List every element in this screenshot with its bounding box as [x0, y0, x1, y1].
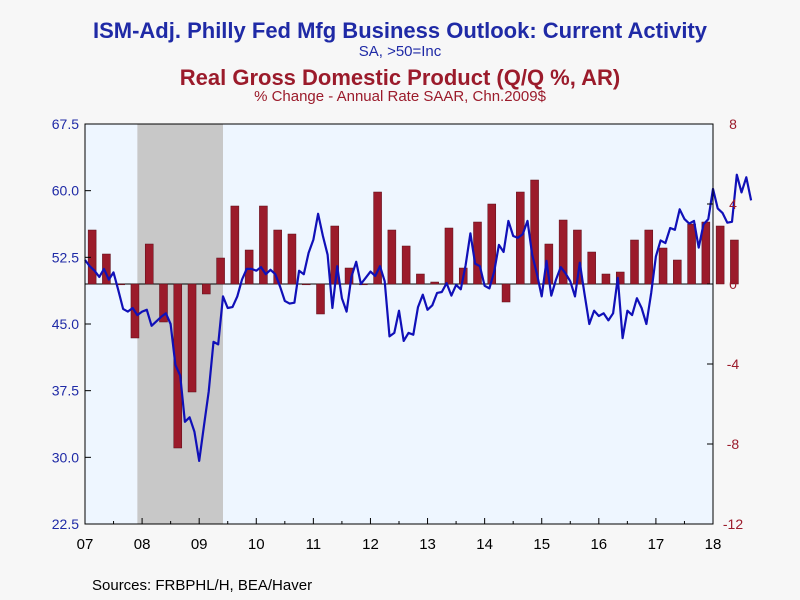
gdp-bar [230, 205, 240, 285]
gdp-bar [373, 191, 382, 285]
left-axis-tick-label: 37.5 [52, 383, 79, 399]
x-axis-tick-label: 10 [248, 536, 265, 553]
gdp-bar [473, 221, 482, 285]
left-axis-tick-label: 67.5 [52, 116, 79, 132]
gdp-bar [202, 283, 211, 295]
gdp-bar [401, 245, 411, 285]
gdp-bar [587, 251, 596, 285]
left-axis-tick-label: 52.5 [52, 249, 79, 265]
right-axis-tick-label: -8 [727, 436, 740, 452]
gdp-bar [530, 179, 539, 285]
left-axis-tick-label: 60.0 [52, 183, 79, 199]
right-axis-tick-label: -4 [727, 356, 740, 372]
gdp-bar [173, 283, 183, 449]
gdp-bar [216, 257, 225, 285]
x-axis-tick-label: 11 [306, 536, 322, 553]
left-axis-tick-label: 30.0 [52, 449, 79, 465]
gdp-bar [301, 283, 311, 286]
x-axis-tick-label: 16 [590, 536, 607, 553]
right-axis-tick-label: 0 [729, 276, 737, 292]
gdp-bar [287, 233, 297, 285]
right-axis-tick-label: 8 [729, 116, 737, 132]
gdp-bar [359, 283, 368, 286]
x-axis-tick-label: 07 [77, 536, 94, 553]
gdp-bar [159, 283, 168, 323]
philly-fed-line [84, 173, 753, 462]
gdp-bar [658, 247, 668, 285]
gdp-bar [144, 243, 154, 285]
gdp-bar [558, 219, 568, 285]
gdp-bar [416, 273, 425, 285]
gdp-bar [430, 281, 439, 285]
x-axis-tick-label: 14 [476, 536, 493, 553]
gdp-bar [615, 271, 625, 285]
gdp-bar [501, 283, 511, 303]
right-axis-tick-label: -12 [723, 516, 743, 532]
x-axis-tick-label: 12 [362, 536, 379, 553]
x-axis-tick-label: 18 [705, 536, 722, 553]
gdp-bar [673, 259, 682, 285]
gdp-bar [630, 239, 639, 285]
x-axis-tick-label: 17 [648, 536, 665, 553]
x-axis-tick-label: 13 [419, 536, 436, 553]
left-axis-tick-label: 22.5 [52, 516, 79, 532]
gdp-bar [644, 229, 654, 285]
gdp-bar [687, 223, 696, 285]
left-axis-tick-label: 45.0 [52, 316, 79, 332]
gdp-bar [601, 273, 611, 285]
gdp-bar [316, 283, 325, 315]
gdp-bar [730, 239, 739, 285]
x-axis-tick-label: 08 [134, 536, 151, 553]
x-axis-tick-label: 09 [191, 536, 208, 553]
gdp-bar [244, 249, 254, 285]
gdp-bar [344, 267, 354, 285]
right-axis: -12 -8 -4 0 4 8 [707, 116, 743, 532]
gdp-bar [444, 227, 454, 285]
gdp-bar [102, 253, 111, 285]
x-axis-tick-label: 15 [533, 536, 550, 553]
source-note: Sources: FRBPHL/H, BEA/Haver [92, 577, 313, 594]
chart-subtitle-secondary: % Change - Annual Rate SAAR, Chn.2009$ [254, 88, 546, 105]
chart-title: ISM-Adj. Philly Fed Mfg Business Outlook… [92, 18, 707, 43]
left-axis: 22.5 30.0 37.5 45.0 52.5 60.0 67.5 [52, 116, 91, 532]
chart-title-secondary: Real Gross Domestic Product (Q/Q %, AR) [179, 65, 621, 90]
gdp-bar [259, 205, 268, 285]
gdp-bar [187, 283, 197, 393]
chart-subtitle: SA, >50=Inc [358, 43, 442, 60]
right-axis-tick-label: 4 [729, 196, 737, 212]
gdp-bar [273, 229, 282, 285]
x-axis: 07 08 09 10 11 12 13 14 15 16 17 18 [77, 518, 722, 553]
gdp-bar [387, 229, 397, 285]
gdp-bar [715, 225, 725, 285]
